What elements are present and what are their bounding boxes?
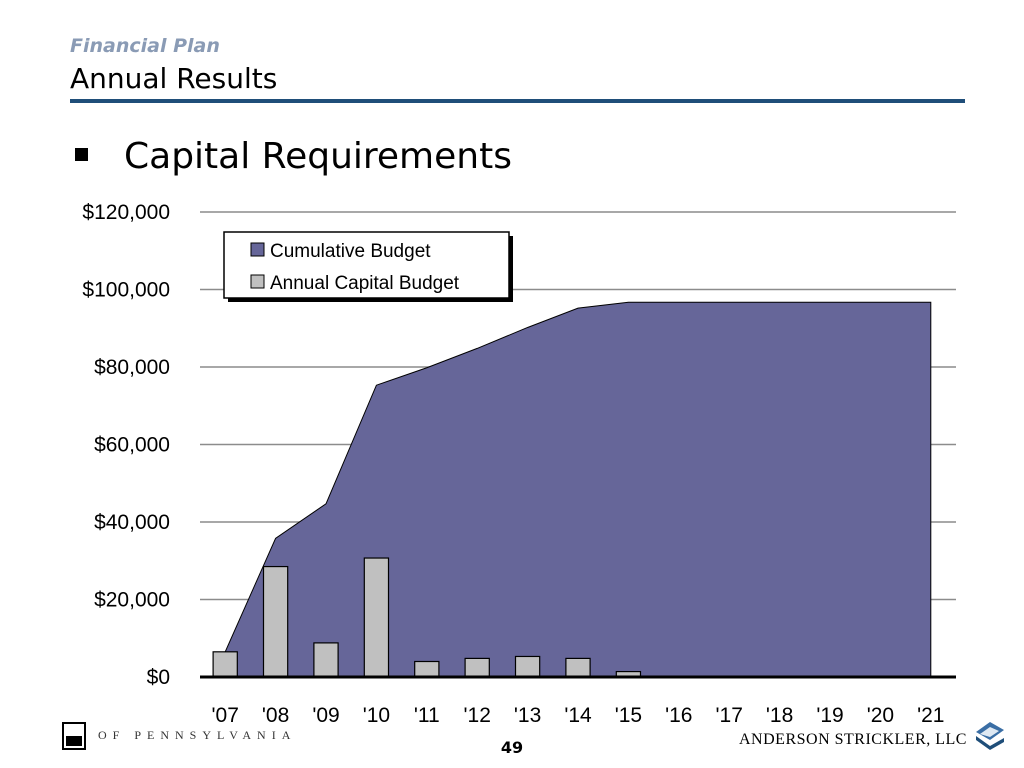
section-heading: Capital Requirements: [124, 136, 512, 177]
x-tick-label-5: '12: [464, 704, 491, 727]
x-tick-label-11: '18: [766, 704, 793, 727]
x-tick-label-9: '16: [665, 704, 692, 727]
legend-swatch-cumulative: [250, 242, 265, 257]
bar-annual-6: [514, 655, 541, 678]
series-cumulative-budget-area: [224, 301, 932, 678]
y-tick-label-2: $40,000: [94, 511, 170, 534]
bar-annual-3: [363, 557, 390, 678]
legend-box: [223, 231, 510, 299]
x-tick-label-3: '10: [363, 704, 390, 727]
bar-annual-7: [565, 657, 591, 678]
legend-label-annual: Annual Capital Budget: [270, 273, 460, 294]
slide-title: Annual Results: [70, 62, 278, 95]
x-tick-label-12: '19: [816, 704, 843, 727]
y-tick-label-3: $60,000: [94, 434, 170, 457]
legend-label-cumulative: Cumulative Budget: [270, 241, 431, 262]
axis-layer: $0 $20,000 $40,000 $60,000 $80,000 $100,000 $1…: [82, 201, 956, 727]
y-tick-label-1: $20,000: [94, 589, 170, 612]
annual-bar-layer: [212, 557, 642, 678]
footer-state-text: OF PENNSYLVANIA: [98, 728, 297, 742]
firm-name: ANDERSON STRICKLER, LLC: [739, 731, 967, 748]
bar-annual-4: [414, 660, 440, 678]
firm-logo-icon: [976, 722, 1004, 750]
page-number: 49: [500, 738, 524, 757]
x-tick-label-2: '09: [312, 704, 339, 727]
y-tick-label-5: $100,000: [82, 279, 170, 302]
y-tick-label-4: $80,000: [94, 356, 170, 379]
y-tick-label-0: $0: [147, 666, 170, 689]
bar-annual-5: [464, 657, 490, 678]
x-tick-label-6: '13: [514, 704, 541, 727]
legend-swatch-annual: [250, 274, 265, 289]
chart-legend: Cumulative Budget Annual Capital Budget: [223, 231, 513, 302]
x-tick-label-13: '20: [867, 704, 894, 727]
bar-annual-0: [212, 651, 238, 678]
slide-kicker: Financial Plan: [70, 35, 220, 57]
bar-annual-1: [262, 565, 289, 678]
x-tick-label-8: '15: [615, 704, 642, 727]
bar-annual-2: [313, 642, 339, 678]
state-seal-icon: [62, 722, 86, 750]
cumulative-area-layer: [224, 301, 932, 678]
x-tick-label-4: '11: [414, 704, 440, 727]
x-tick-label-1: '08: [262, 704, 289, 727]
x-tick-label-10: '17: [716, 704, 743, 727]
x-tick-label-7: '14: [564, 704, 592, 727]
bullet-icon: [75, 148, 88, 161]
x-tick-label-14: '21: [917, 704, 944, 727]
title-divider: [70, 99, 965, 103]
x-tick-label-0: '07: [212, 704, 239, 727]
y-tick-label-6: $120,000: [82, 201, 170, 224]
